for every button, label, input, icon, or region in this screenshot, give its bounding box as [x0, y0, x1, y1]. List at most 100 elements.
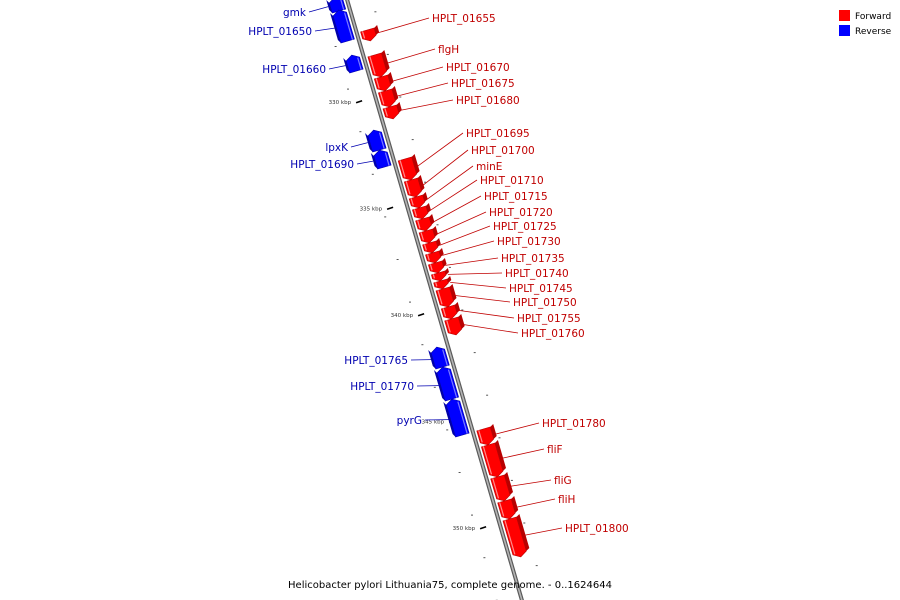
gene-arrow-highlight: [405, 181, 411, 195]
gene-arrow-highlight: [399, 160, 406, 178]
legend: Forward Reverse: [839, 10, 892, 37]
gene-hplt_01750-arrow: [435, 284, 457, 308]
gene-arrow-body: [433, 278, 449, 290]
gene-hplt_01680-arrow: [382, 102, 402, 120]
minor-tick: [374, 11, 377, 13]
scale-tick-mark: [355, 100, 363, 104]
minor-tick: [386, 53, 389, 55]
gene-label: fliG: [554, 475, 572, 487]
gene-arrow-highlight: [340, 0, 345, 10]
minor-tick: [436, 224, 439, 226]
minor-tick: [409, 301, 411, 303]
scale-tick-label: 330 kbp: [329, 100, 352, 106]
backbone: [345, 0, 524, 600]
gene-leader-line: [432, 195, 482, 223]
gene-leader-line: [453, 295, 511, 303]
minor-tick: [371, 173, 374, 175]
scale-tick-label: 335 kbp: [360, 206, 383, 212]
gene-arrow-highlight: [442, 308, 447, 317]
gene-arrow-highlight: [442, 349, 448, 366]
gene-label: HPLT_01695: [466, 128, 530, 140]
gene-hplt_01765-arrow: [428, 346, 450, 370]
gene-label: HPLT_01725: [493, 221, 557, 233]
gene-track: [326, 0, 530, 558]
gene-arrow-highlight: [344, 12, 354, 40]
gene-arrow-side: [365, 133, 373, 152]
minor-tick: [347, 88, 349, 90]
gene-leader-line: [421, 149, 469, 187]
gene-label: HPLT_01765: [344, 355, 408, 367]
gene-label: fliF: [547, 444, 563, 456]
gene-arrow-side: [326, 0, 333, 13]
gene-arrow-highlight: [437, 290, 443, 305]
gene-arrow-body: [403, 177, 422, 198]
gene-arrow-highlight: [478, 430, 483, 443]
gene-arrow-body: [431, 270, 447, 282]
gene-label: lpxK: [325, 142, 349, 154]
gene-arrow-side: [330, 13, 341, 43]
scale-tick-mark: [386, 206, 394, 211]
gene-leader-line: [447, 272, 503, 275]
gene-leader-line: [350, 142, 368, 148]
gene-leader-line: [314, 27, 335, 32]
gene-label: gmk: [283, 7, 307, 19]
gene-arrow-highlight: [369, 56, 376, 75]
legend-reverse-label: Reverse: [855, 27, 892, 37]
gene-hplt_01660-arrow: [343, 54, 364, 74]
gene-label: fliH: [558, 494, 575, 506]
gene-arrow-highlight: [432, 274, 435, 279]
gene-arrow-side: [443, 402, 456, 437]
gene-leader-line: [400, 99, 454, 111]
gene-arrow-highlight: [423, 244, 427, 251]
gene-hplt_01800-arrow: [502, 514, 530, 558]
gene-arrow-body: [367, 129, 387, 153]
gene-leader-line: [523, 527, 563, 536]
gene-arrow-side: [490, 424, 497, 439]
minor-tick: [421, 344, 424, 346]
gene-arrow-side: [391, 86, 399, 101]
gene-arrow-body: [373, 74, 391, 92]
gene-label: HPLT_01670: [446, 62, 510, 74]
gene-leader-line: [386, 48, 436, 64]
gene-flig-arrow: [490, 472, 513, 502]
gene-leader-line: [356, 160, 374, 165]
gene-label: HPLT_01680: [456, 95, 520, 107]
minor-tick: [448, 266, 451, 268]
gene-arrow-side: [343, 58, 350, 73]
gene-label: HPLT_01735: [501, 253, 565, 265]
gene-hplt_01745-arrow: [433, 276, 452, 290]
gene-leader-line: [509, 479, 552, 487]
gene-arrow-body: [476, 426, 495, 446]
gene-label: HPLT_01710: [480, 175, 544, 187]
gene-hplt_01655-arrow: [360, 25, 380, 42]
gene-label: minE: [476, 161, 502, 173]
gene-arrow-highlight: [384, 152, 390, 166]
minor-tick: [523, 522, 526, 524]
gene-arrow-highlight: [492, 478, 500, 499]
gene-arrow-side: [370, 153, 378, 169]
gene-label: HPLT_01675: [451, 78, 515, 90]
minor-tick: [359, 131, 362, 133]
gene-label: flgH: [438, 44, 459, 56]
gene-arrow-body: [444, 316, 463, 336]
scale-ticks: 330 kbp 335 kbp 340 kbp 345 kbp 350 kbp: [329, 100, 487, 532]
gene-label: HPLT_01745: [509, 283, 573, 295]
gene-hplt_01700-arrow: [403, 175, 425, 198]
legend-forward-label: Forward: [855, 12, 891, 22]
gene-arrow-highlight: [379, 92, 385, 105]
gene-label: HPLT_01650: [248, 26, 312, 38]
gene-label: HPLT_01655: [432, 13, 496, 25]
gene-arrow-side: [494, 440, 506, 471]
gene-flih-arrow: [497, 496, 519, 520]
gene-arrow-highlight: [378, 132, 385, 149]
gene-arrow-body: [490, 474, 511, 502]
gene-leader-line: [377, 17, 430, 34]
gene-arrow-highlight: [457, 401, 468, 434]
minor-tick: [471, 514, 473, 516]
gene-arrow-side: [411, 154, 420, 174]
gene-arrow-highlight: [499, 502, 505, 517]
gene-hplt_01725-arrow: [422, 238, 441, 254]
gene-arrow-highlight: [384, 108, 388, 117]
minor-tick: [411, 139, 414, 141]
gene-arrow-highlight: [482, 446, 493, 475]
